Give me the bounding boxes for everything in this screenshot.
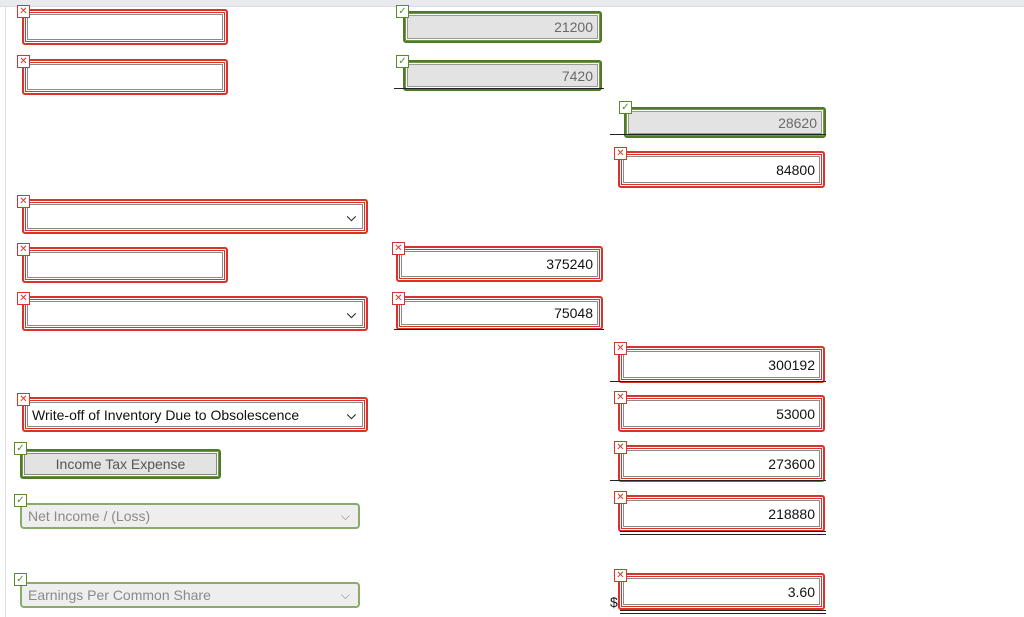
row10-underline (610, 480, 826, 481)
row7-underline (394, 329, 604, 330)
net-income-select-value: Net Income / (Loss) (28, 508, 151, 524)
incorrect-x-icon: ✕ (17, 195, 30, 208)
eps-select-value: Earnings Per Common Share (28, 587, 211, 603)
row2-amount-input[interactable]: 7420 (407, 64, 598, 87)
row6-label-field-wrapper (22, 247, 228, 283)
income-tax-expense-button[interactable]: Income Tax Expense (24, 453, 217, 475)
net-income-select[interactable]: Net Income / (Loss) ⌵ (20, 503, 360, 529)
row12-eps-field-wrapper: 3.60 (618, 573, 825, 610)
row11-double-underline-2 (620, 534, 826, 535)
row6-amount-input[interactable]: 375240 (401, 251, 598, 277)
incorrect-x-icon: ✕ (17, 243, 30, 256)
row9-total-field-wrapper: 53000 (618, 395, 825, 432)
row1-label-input[interactable] (27, 14, 223, 40)
correct-check-icon: ✓ (14, 573, 27, 586)
row1-amount-field-wrapper: 21200 (403, 11, 602, 43)
chevron-down-icon: ⌵ (340, 588, 350, 602)
row2-label-input[interactable] (27, 64, 223, 90)
row1-label-field-wrapper (22, 9, 228, 45)
row5-label-select[interactable]: ⌵ (27, 204, 363, 229)
incorrect-x-icon: ✕ (17, 5, 30, 18)
correct-check-icon: ✓ (14, 442, 27, 455)
row2-amount-field-wrapper: 7420 (403, 60, 602, 91)
row3-underline (610, 134, 826, 135)
row1-amount-input[interactable]: 21200 (407, 15, 598, 39)
row3-total-field-wrapper: 28620 (624, 107, 826, 138)
chevron-down-icon: ⌵ (340, 509, 350, 523)
row12-double-underline-2 (620, 613, 826, 614)
incorrect-x-icon: ✕ (17, 55, 30, 68)
chevron-down-icon: ⌵ (346, 306, 356, 321)
incorrect-x-icon: ✕ (392, 242, 405, 255)
incorrect-x-icon: ✕ (17, 292, 30, 305)
row6-amount-field-wrapper: 375240 (396, 246, 603, 282)
row2-label-field-wrapper (22, 59, 228, 95)
row11-double-underline-1 (620, 531, 826, 532)
top-border (0, 0, 1024, 7)
row2-underline (394, 88, 604, 89)
row6-label-input[interactable] (27, 252, 223, 278)
incorrect-x-icon: ✕ (614, 342, 627, 355)
incorrect-x-icon: ✕ (614, 441, 627, 454)
row9-label-select-wrapper: Write-off of Inventory Due to Obsolescen… (22, 397, 368, 432)
currency-symbol: $ (610, 594, 618, 610)
row10-label-button-wrapper: Income Tax Expense (20, 449, 221, 479)
left-border (5, 6, 6, 617)
incorrect-x-icon: ✕ (614, 147, 627, 160)
correct-check-icon: ✓ (619, 101, 632, 114)
incorrect-x-icon: ✕ (614, 569, 627, 582)
row8-total-field-wrapper: 300192 (618, 346, 825, 383)
incorrect-x-icon: ✕ (392, 292, 405, 305)
incorrect-x-icon: ✕ (614, 391, 627, 404)
chevron-down-icon: ⌵ (346, 209, 356, 224)
row11-total-input[interactable]: 218880 (623, 500, 820, 527)
row7-label-select-wrapper: ⌵ (22, 296, 368, 331)
row7-amount-field-wrapper: 75048 (396, 296, 603, 330)
chevron-down-icon: ⌵ (346, 407, 356, 422)
row7-amount-input[interactable]: 75048 (401, 301, 598, 325)
row9-total-input[interactable]: 53000 (623, 400, 820, 427)
row4-total-field-wrapper: 84800 (618, 151, 825, 188)
row12-double-underline-1 (620, 610, 826, 611)
incorrect-x-icon: ✕ (614, 491, 627, 504)
row9-select-value: Write-off of Inventory Due to Obsolescen… (32, 406, 300, 423)
incorrect-x-icon: ✕ (17, 393, 30, 406)
row7-label-select[interactable]: ⌵ (27, 301, 363, 326)
earnings-per-share-select[interactable]: Earnings Per Common Share ⌵ (20, 582, 360, 608)
row12-eps-input[interactable]: 3.60 (623, 578, 820, 605)
correct-check-icon: ✓ (14, 494, 27, 507)
correct-check-icon: ✓ (396, 55, 409, 68)
correct-check-icon: ✓ (396, 5, 409, 18)
row9-label-select[interactable]: Write-off of Inventory Due to Obsolescen… (27, 402, 363, 427)
row8-total-input[interactable]: 300192 (623, 351, 820, 378)
row10-total-input[interactable]: 273600 (623, 450, 820, 477)
row3-total-input[interactable]: 28620 (628, 111, 822, 134)
row10-total-field-wrapper: 273600 (618, 445, 825, 482)
row8-underline (610, 381, 826, 382)
row4-total-input[interactable]: 84800 (623, 156, 820, 183)
row11-total-field-wrapper: 218880 (618, 495, 825, 532)
row5-label-select-wrapper: ⌵ (22, 199, 368, 234)
